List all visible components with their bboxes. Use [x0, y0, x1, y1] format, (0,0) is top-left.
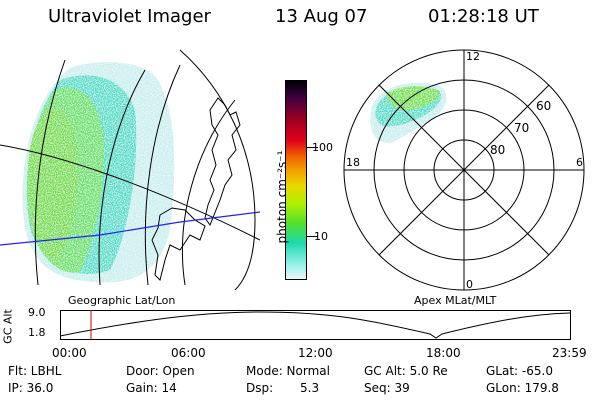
dsp-value: 5.3 [300, 381, 320, 395]
altitude-xtick-1800: 18:00 [426, 346, 461, 360]
colorbar-tick-100: 100 [312, 141, 333, 154]
altitude-plot-frame [60, 310, 571, 340]
mode-status: Mode: Normal [246, 364, 330, 378]
coastline [151, 97, 241, 281]
geographic-label: Geographic Lat/Lon [68, 294, 176, 307]
polar-grid [343, 49, 585, 291]
date-label: 13 Aug 07 [275, 6, 368, 27]
gain-status: Gain: 14 [126, 381, 177, 395]
colorbar-unit-label: photon cm⁻²s⁻¹ [275, 150, 289, 244]
globe-limb [179, 49, 256, 290]
glon-status: GLon: 179.8 [486, 381, 559, 395]
map-gridlines [0, 59, 260, 286]
altitude-xtick-0600: 06:00 [171, 346, 206, 360]
mlt-label-18: 18 [346, 156, 360, 169]
orbit-track-line [0, 211, 260, 246]
altitude-ytick-high: 9.0 [28, 306, 46, 319]
door-status: Door: Open [126, 364, 195, 378]
colorbar-tick-mark-100 [306, 147, 318, 148]
apex-label: Apex MLat/MLT [414, 294, 497, 307]
altitude-xtick-0000: 00:00 [52, 346, 87, 360]
seq-status: Seq: 39 [364, 381, 410, 395]
gc-alt-status: GC Alt: 5.0 Re [364, 364, 448, 378]
altitude-plot [60, 310, 571, 340]
ip-status: IP: 36.0 [8, 381, 54, 395]
colorbar [285, 80, 307, 280]
mlat-label-70: 70 [514, 121, 529, 135]
mlat-label-80: 80 [490, 143, 505, 157]
time-label: 01:28:18 UT [428, 6, 539, 27]
mlt-label-12: 12 [466, 50, 480, 63]
altitude-curve [60, 311, 571, 339]
geographic-map [0, 49, 260, 290]
dsp-label: Dsp: [246, 381, 274, 395]
polar-mlt-plot: 12 18 6 0 60 70 80 [343, 49, 585, 291]
mlt-label-6: 6 [576, 156, 583, 169]
filter-status: Flt: LBHL [8, 364, 62, 378]
aurora-image-geographic [22, 62, 175, 283]
app-title: Ultraviolet Imager [48, 6, 211, 27]
colorbar-tick-10: 10 [314, 230, 328, 243]
glat-status: GLat: -65.0 [486, 364, 553, 378]
colorbar-tick-mark-10 [306, 236, 318, 237]
altitude-ylabel: GC Alt [1, 309, 15, 344]
altitude-xtick-2359: 23:59 [552, 346, 587, 360]
altitude-ytick-low: 1.8 [28, 326, 46, 339]
altitude-ylabel-box: GC Alt [0, 309, 16, 346]
mlat-label-60: 60 [536, 99, 551, 113]
altitude-xtick-1200: 12:00 [298, 346, 333, 360]
mlt-label-0: 0 [466, 278, 473, 291]
